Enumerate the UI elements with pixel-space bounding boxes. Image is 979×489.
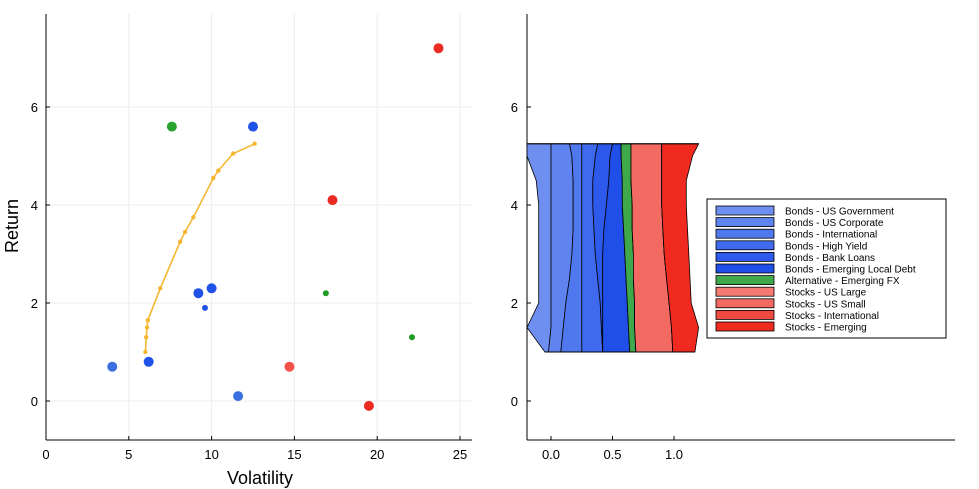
allocation-axes: 0.0 0.5 1.0 0 2 4 6	[511, 14, 955, 462]
x-tick-label: 20	[370, 447, 384, 462]
asset-points	[107, 43, 444, 411]
x-tick-label: 15	[287, 447, 301, 462]
asset-point	[327, 195, 338, 206]
asset-point	[363, 400, 374, 411]
legend-label: Stocks - US Large	[785, 288, 867, 299]
x-axis-label: Volatility	[227, 468, 293, 488]
efficient-frontier	[143, 141, 257, 355]
alloc-x-tick-label: 0.0	[542, 447, 560, 462]
legend-swatch	[715, 240, 775, 251]
x-tick-label: 10	[204, 447, 218, 462]
frontier-point	[211, 175, 216, 181]
asset-point	[248, 121, 258, 132]
alloc-y-tick-label: 6	[511, 100, 518, 115]
frontier-point	[216, 168, 221, 173]
frontier-point	[143, 349, 148, 355]
asset-point	[284, 361, 295, 372]
y-tick-label: 2	[31, 296, 38, 311]
frontier-point	[143, 335, 149, 340]
asset-point	[206, 283, 217, 294]
legend-label: Alternative - Emerging FX	[785, 276, 900, 287]
scatter-panel: 0 5 10 15 20 25 0 2 4 6 Volatility Return	[2, 14, 472, 488]
legend-label: Bonds - US Government	[785, 207, 894, 218]
y-axis-label: Return	[2, 199, 22, 253]
legend-swatch	[715, 228, 775, 239]
y-tick-label: 0	[31, 394, 38, 409]
asset-point	[233, 391, 244, 402]
frontier-point	[230, 151, 236, 156]
legend-swatch	[715, 286, 775, 297]
frontier-point	[177, 239, 183, 244]
legend-swatch	[715, 263, 775, 274]
asset-point	[143, 356, 154, 367]
alloc-y-tick-label: 2	[511, 296, 518, 311]
legend-swatch	[715, 205, 775, 216]
legend-label: Bonds - US Corporate	[785, 218, 884, 229]
x-tick-label: 25	[453, 447, 467, 462]
legend-label: Bonds - Bank Loans	[785, 253, 875, 264]
alloc-y-tick-label: 4	[511, 198, 518, 213]
asset-point	[433, 43, 444, 54]
legend-label: Stocks - Emerging	[785, 323, 867, 334]
y-tick-label: 4	[31, 198, 38, 213]
frontier-point	[182, 229, 188, 235]
legend-label: Stocks - International	[785, 311, 879, 322]
legend-swatch	[715, 275, 775, 286]
allocation-areas	[526, 143, 700, 353]
x-tick-label: 0	[42, 447, 49, 462]
alloc-x-tick-label: 1.0	[665, 447, 683, 462]
frontier-point	[252, 141, 257, 146]
frontier-point	[191, 215, 196, 220]
asset-point	[166, 121, 177, 132]
legend-swatch	[715, 309, 775, 320]
legend-label: Bonds - International	[785, 230, 877, 241]
legend-label: Stocks - US Small	[785, 299, 866, 310]
y-tick-label: 6	[31, 100, 38, 115]
scatter-axes: 0 5 10 15 20 25 0 2 4 6	[31, 14, 472, 462]
asset-point	[201, 304, 208, 311]
asset-point	[107, 361, 118, 372]
alloc-x-tick-label: 0.5	[603, 447, 621, 462]
legend-label: Bonds - Emerging Local Debt	[785, 265, 916, 276]
asset-point	[408, 334, 415, 341]
legend-swatch	[715, 251, 775, 262]
frontier-line	[144, 143, 256, 353]
frontier-point	[145, 317, 151, 323]
asset-point	[193, 288, 204, 299]
legend-swatch	[715, 298, 775, 309]
frontier-point	[158, 286, 163, 291]
x-tick-label: 5	[125, 447, 132, 462]
frontier-point	[144, 325, 150, 330]
scatter-gridlines	[45, 14, 472, 440]
legend-swatch	[715, 321, 775, 332]
alloc-y-tick-label: 0	[511, 394, 518, 409]
asset-point	[322, 290, 329, 297]
legend-swatch	[715, 217, 775, 228]
allocation-area	[526, 143, 552, 353]
legend-label: Bonds - High Yield	[785, 241, 867, 252]
